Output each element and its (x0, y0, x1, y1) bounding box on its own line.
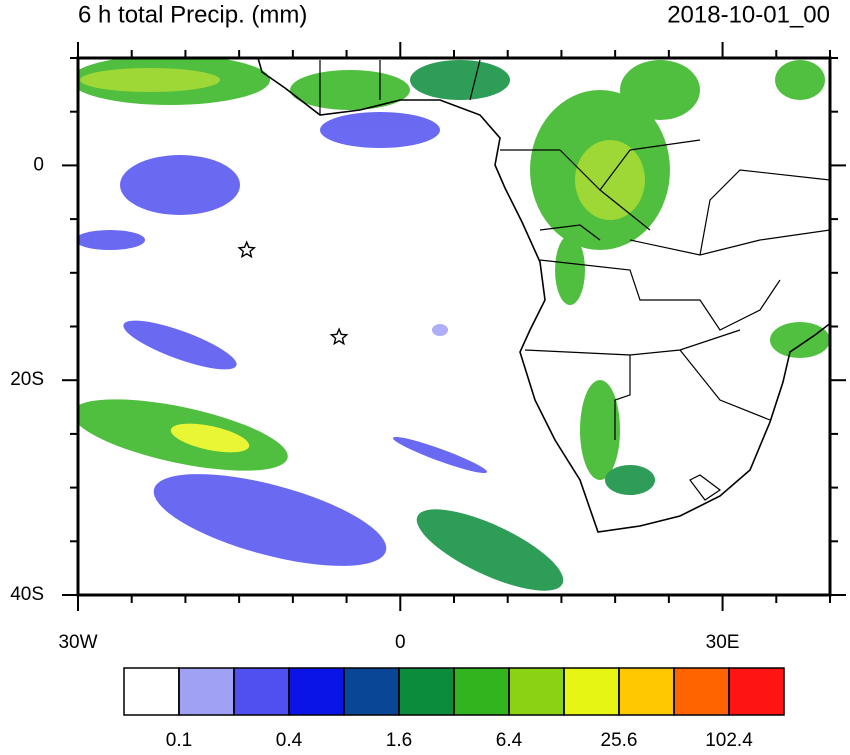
colorbar-box (233, 667, 290, 716)
colorbar-box (398, 667, 455, 716)
station-marker (237, 240, 257, 259)
y-tick-label: 20S (10, 369, 44, 390)
colorbar-label: 1.6 (386, 730, 412, 750)
colorbar-box (673, 667, 730, 716)
colorbar-label: 6.4 (496, 730, 523, 750)
colorbar-box (728, 667, 785, 716)
colorbar-label: 102.4 (705, 730, 753, 750)
date-label: 2018-10-01_00 (667, 1, 830, 28)
y-tick-label: 40S (10, 584, 44, 605)
colorbar-label: 0.1 (166, 730, 192, 750)
station-marker (329, 327, 349, 346)
country-borders (319, 59, 830, 501)
precip-field (78, 58, 830, 591)
colorbar-label: 25.6 (601, 730, 638, 750)
colorbar-box (618, 667, 675, 716)
colorbar-box (178, 667, 235, 716)
colorbar-box (563, 667, 620, 716)
chart-title: 6 h total Precip. (mm) (78, 1, 307, 28)
x-tick-label: 30E (706, 632, 740, 653)
colorbar-box (343, 667, 400, 716)
colorbar-box (288, 667, 345, 716)
coastline (257, 58, 830, 533)
x-tick-label: 30W (58, 632, 97, 653)
y-tick-label: 0 (33, 154, 44, 175)
colorbar-box (453, 667, 510, 716)
x-tick-label: 0 (395, 632, 406, 653)
colorbar-box (123, 667, 180, 716)
colorbar-box (508, 667, 565, 716)
colorbar-label: 0.4 (276, 730, 303, 750)
